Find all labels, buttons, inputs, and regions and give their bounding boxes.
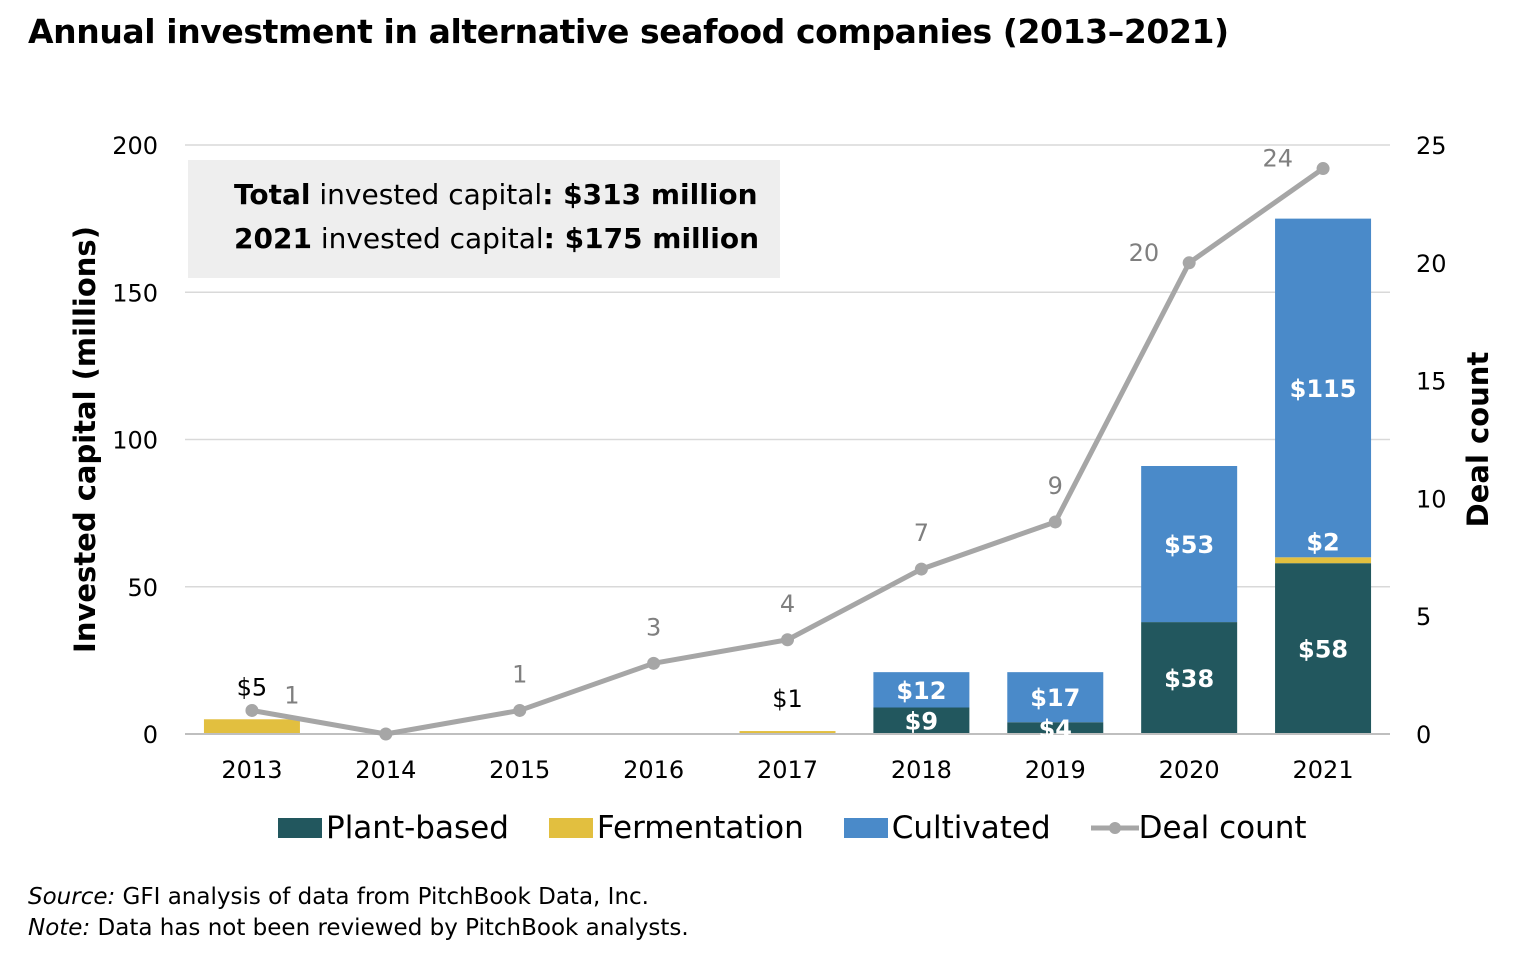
bar-value-label: $53 <box>1164 531 1214 559</box>
bar-value-label: $2 <box>1306 528 1339 556</box>
x-tick-label: 2013 <box>221 756 282 784</box>
bar-cultivated-2020 <box>1141 466 1238 623</box>
legend-swatch-cultivated <box>843 818 888 838</box>
x-tick-label: 2020 <box>1159 756 1220 784</box>
legend-swatch-plant-based <box>278 818 322 838</box>
y-left-tick-label: 150 <box>112 279 158 307</box>
deal-count-label: 9 <box>1048 472 1063 500</box>
x-tick-label: 2014 <box>355 756 416 784</box>
x-tick-label: 2016 <box>623 756 684 784</box>
x-tick-label: 2021 <box>1293 756 1354 784</box>
bar-value-label: $17 <box>1030 684 1080 712</box>
legend-label: Plant-based <box>326 810 509 846</box>
y-left-tick-label: 100 <box>112 427 158 455</box>
source-note: Source: GFI analysis of data from PitchB… <box>28 884 649 910</box>
total-capital-line: Total invested capital: $313 million <box>234 178 758 211</box>
year-capital-line: 2021 invested capital: $175 million <box>234 222 760 255</box>
deal-count-label: 24 <box>1263 145 1294 173</box>
legend-item-plant-based: Plant-based <box>278 810 509 846</box>
bar-value-label: $115 <box>1290 375 1357 403</box>
deal-count-point-2021 <box>1316 162 1330 176</box>
deal-count-point-2013 <box>245 703 259 717</box>
y-left-tick-label: 50 <box>127 574 158 602</box>
chart-title: Annual investment in alternative seafood… <box>28 12 1229 51</box>
x-tick-label: 2018 <box>891 756 952 784</box>
bar-cultivated-2021 <box>1275 218 1372 558</box>
deal-count-point-2019 <box>1048 515 1062 529</box>
bar-value-label: $58 <box>1298 636 1348 664</box>
bar-cultivated-2019 <box>1007 672 1104 723</box>
legend-swatch-fermentation <box>548 818 593 838</box>
bar-value-label: $5 <box>237 673 268 701</box>
bar-plant-based-2018 <box>873 707 970 734</box>
x-tick-label: 2015 <box>489 756 550 784</box>
deal-count-point-2020 <box>1182 256 1196 270</box>
footnote: Note: Data has not been reviewed by Pitc… <box>28 915 689 941</box>
legend-item-fermentation: Fermentation <box>548 810 804 846</box>
y-right-tick-label: 0 <box>1416 721 1431 749</box>
x-tick-label: 2017 <box>757 756 818 784</box>
bar-value-label: $38 <box>1164 665 1214 693</box>
deal-count-label: 1 <box>284 681 299 709</box>
legend-label: Cultivated <box>891 810 1051 846</box>
bar-value-label: $9 <box>905 708 938 736</box>
deal-count-point-2014 <box>379 727 393 741</box>
deal-count-label: 20 <box>1129 239 1160 267</box>
y-left-tick-label: 0 <box>143 721 158 749</box>
y-right-tick-label: 20 <box>1416 250 1447 278</box>
deal-count-label: 3 <box>646 613 661 641</box>
legend-item-deal-count: Deal count <box>1090 810 1307 846</box>
legend-item-cultivated: Cultivated <box>843 810 1051 846</box>
legend-swatch-deal-count <box>1090 822 1139 834</box>
y-right-axis-title: Deal count <box>1461 352 1495 528</box>
bar-fermentation-2017 <box>739 731 836 734</box>
bar-fermentation-2013 <box>203 719 300 734</box>
deal-count-point-2015 <box>513 703 527 717</box>
deal-count-point-2016 <box>647 656 661 670</box>
bar-plant-based-2021 <box>1275 563 1372 734</box>
bar-value-label: $1 <box>772 685 803 713</box>
bar-plant-based-2020 <box>1141 622 1238 734</box>
y-right-tick-label: 5 <box>1416 603 1431 631</box>
chart-legend: Plant-based Fermentation Cultivated Deal… <box>278 808 1347 848</box>
y-right-tick-label: 10 <box>1416 485 1447 513</box>
x-tick-label: 2019 <box>1025 756 1086 784</box>
y-left-tick-label: 200 <box>112 132 158 160</box>
deal-count-label: 7 <box>914 519 929 547</box>
y-left-axis-title: Invested capital (millions) <box>68 226 102 653</box>
y-right-tick-label: 15 <box>1416 368 1447 396</box>
info-box: Total invested capital: $313 million 202… <box>188 160 780 278</box>
deal-count-label: 1 <box>512 660 527 688</box>
y-right-tick-label: 25 <box>1416 132 1447 160</box>
legend-label: Fermentation <box>596 810 804 846</box>
bar-value-label: $12 <box>896 677 946 705</box>
deal-count-point-2017 <box>781 633 794 647</box>
deal-count-point-2018 <box>914 562 928 576</box>
legend-label: Deal count <box>1138 810 1307 846</box>
bar-fermentation-2021 <box>1275 557 1372 564</box>
deal-count-label: 4 <box>780 590 795 618</box>
bar-value-label: $4 <box>1039 715 1072 743</box>
bar-cultivated-2018 <box>873 672 970 708</box>
bar-plant-based-2019 <box>1007 722 1104 734</box>
